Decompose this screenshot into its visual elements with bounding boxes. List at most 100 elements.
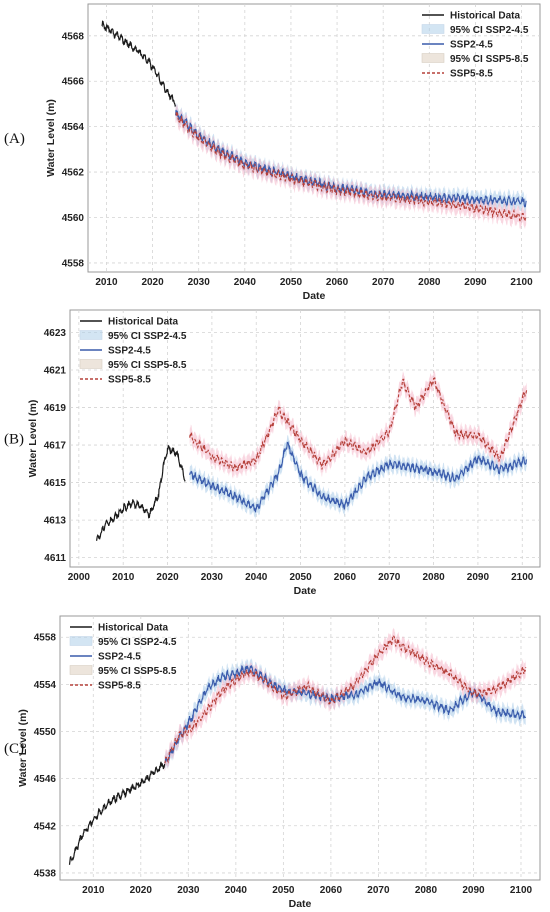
y-tick-label: 4615 xyxy=(44,478,67,489)
legend: Historical Data 95% CI SSP2-4.5 SSP2-4.5 95… xyxy=(79,317,187,386)
legend-entry: 95% CI SSP2-4.5 xyxy=(98,637,177,648)
ssp585-line xyxy=(164,633,527,764)
y-axis-label: Water Level (m) xyxy=(17,709,29,787)
panel-label: (B) xyxy=(4,432,24,448)
plot-area xyxy=(59,615,541,881)
y-tick-label: 4538 xyxy=(34,868,57,879)
y-tick-label: 4623 xyxy=(44,328,67,339)
y-tick-label: 4558 xyxy=(34,633,57,644)
y-tick-label: 4619 xyxy=(44,403,67,414)
panel-2: 2000 2010 2020 2030 2040 2050 2060 2070 2080 2090… xyxy=(4,309,541,597)
x-tick-label: 2100 xyxy=(510,885,533,896)
x-tick-label: 2080 xyxy=(415,885,438,896)
legend-swatch-ssp585-ci xyxy=(79,359,103,369)
y-axis-label: Water Level (m) xyxy=(45,99,57,177)
legend-entry: Historical Data xyxy=(108,317,178,328)
x-tick-label: 2030 xyxy=(177,885,200,896)
ssp585-line xyxy=(175,111,527,224)
legend-entry: SSP2-4.5 xyxy=(98,652,141,663)
ssp245-line xyxy=(189,441,528,513)
y-tick-label: 4621 xyxy=(44,366,67,377)
legend-entry: SSP5-8.5 xyxy=(108,375,151,386)
legend-entry: 95% CI SSP5-8.5 xyxy=(450,54,529,65)
legend-entry: 95% CI SSP5-8.5 xyxy=(98,666,177,677)
x-tick-label: 2080 xyxy=(422,572,445,583)
legend-entry: 95% CI SSP2-4.5 xyxy=(450,25,529,36)
legend-entry: SSP5-8.5 xyxy=(98,681,141,692)
legend-entry: 95% CI SSP5-8.5 xyxy=(108,360,187,371)
y-tick-label: 4546 xyxy=(34,774,57,785)
ssp585-ci-band xyxy=(189,369,527,479)
legend-entry: SSP2-4.5 xyxy=(108,346,151,357)
x-tick-label: 2050 xyxy=(280,277,303,288)
ssp245-line xyxy=(164,665,527,764)
x-tick-label: 2060 xyxy=(326,277,349,288)
y-tick-label: 4568 xyxy=(62,31,85,42)
historical-line xyxy=(96,444,186,541)
x-tick-label: 2080 xyxy=(418,277,441,288)
x-tick-label: 2070 xyxy=(378,572,401,583)
legend-swatch-ssp245-ci xyxy=(69,636,93,646)
x-tick-label: 2090 xyxy=(462,885,485,896)
x-tick-label: 2070 xyxy=(367,885,390,896)
x-tick-label: 2040 xyxy=(245,572,268,583)
legend: Historical Data 95% CI SSP2-4.5 SSP2-4.5 95… xyxy=(421,11,529,80)
x-tick-label: 2020 xyxy=(130,885,153,896)
x-tick-label: 2100 xyxy=(510,277,533,288)
legend-swatch-ssp245-ci xyxy=(79,330,103,340)
x-tick-label: 2100 xyxy=(511,572,534,583)
x-tick-label: 2030 xyxy=(188,277,211,288)
ssp245-ci-band xyxy=(164,658,526,771)
panel-label: (C) xyxy=(4,741,24,757)
historical-line xyxy=(68,761,166,865)
ssp245-line xyxy=(175,109,527,208)
x-tick-label: 2020 xyxy=(156,572,179,583)
panel-label: (A) xyxy=(4,131,25,147)
panel-1: 2010 2020 2030 2040 2050 2060 2070 2080 2090 2100… xyxy=(4,3,541,302)
x-tick-label: 2000 xyxy=(68,572,91,583)
x-tick-label: 2010 xyxy=(95,277,118,288)
y-tick-label: 4564 xyxy=(62,122,85,133)
x-tick-label: 2050 xyxy=(289,572,312,583)
plot-area xyxy=(87,3,541,273)
x-tick-label: 2090 xyxy=(464,277,487,288)
y-tick-label: 4566 xyxy=(62,77,85,88)
y-tick-label: 4542 xyxy=(34,821,57,832)
y-tick-label: 4560 xyxy=(62,213,85,224)
x-tick-label: 2060 xyxy=(320,885,343,896)
legend-swatch-ssp585-ci xyxy=(421,53,445,63)
x-tick-label: 2010 xyxy=(82,885,105,896)
legend-entry: 95% CI SSP2-4.5 xyxy=(108,331,187,342)
ssp585-ci-band xyxy=(164,627,526,772)
y-tick-label: 4613 xyxy=(44,516,67,527)
x-tick-label: 2050 xyxy=(272,885,295,896)
x-tick-label: 2020 xyxy=(141,277,164,288)
y-tick-label: 4617 xyxy=(44,441,67,452)
legend: Historical Data 95% CI SSP2-4.5 SSP2-4.5 95… xyxy=(69,623,177,692)
x-tick-label: 2070 xyxy=(372,277,395,288)
legend-entry: SSP5-8.5 xyxy=(450,69,493,80)
x-tick-label: 2060 xyxy=(334,572,357,583)
legend-entry: Historical Data xyxy=(450,11,520,22)
y-tick-label: 4550 xyxy=(34,727,57,738)
x-axis-label: Date xyxy=(294,585,317,597)
legend-swatch-ssp585-ci xyxy=(69,665,93,675)
panel-3: 2010 2020 2030 2040 2050 2060 2070 2080 2090 2100… xyxy=(4,615,541,910)
x-axis-label: Date xyxy=(303,290,326,302)
legend-swatch-ssp245-ci xyxy=(421,24,445,34)
ssp585-line xyxy=(189,377,528,472)
x-tick-label: 2030 xyxy=(201,572,224,583)
y-tick-label: 4562 xyxy=(62,168,85,179)
x-tick-label: 2090 xyxy=(467,572,490,583)
y-tick-label: 4611 xyxy=(44,553,66,564)
x-tick-label: 2010 xyxy=(112,572,135,583)
legend-entry: Historical Data xyxy=(98,623,168,634)
y-tick-label: 4558 xyxy=(62,258,85,269)
x-axis-label: Date xyxy=(289,898,312,910)
y-tick-label: 4554 xyxy=(34,680,57,691)
x-tick-label: 2040 xyxy=(234,277,257,288)
y-axis-label: Water Level (m) xyxy=(27,400,39,478)
historical-line xyxy=(101,20,177,108)
legend-entry: SSP2-4.5 xyxy=(450,40,493,51)
